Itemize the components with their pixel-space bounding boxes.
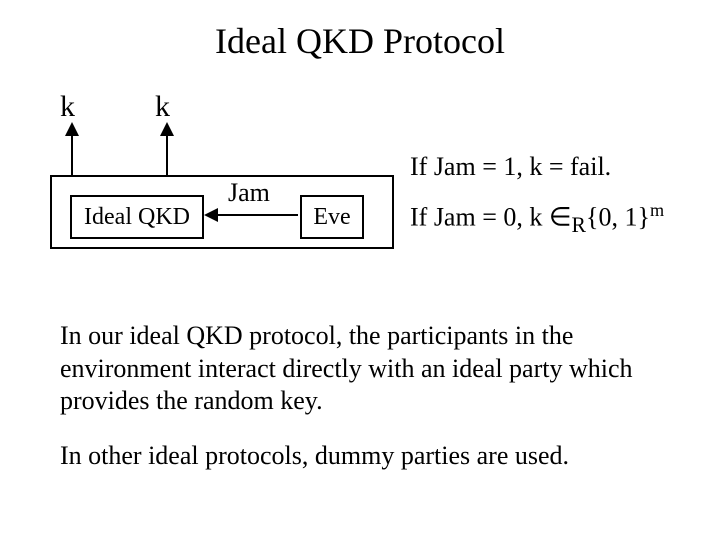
cond2-set: {0, 1} bbox=[586, 203, 650, 232]
ideal-qkd-box: Ideal QKD bbox=[70, 195, 204, 239]
paragraph-2: In other ideal protocols, dummy parties … bbox=[60, 440, 680, 473]
eve-box: Eve bbox=[300, 195, 364, 239]
k-label-2: k bbox=[155, 90, 170, 124]
jam-label: Jam bbox=[228, 178, 270, 208]
ideal-qkd-label: Ideal QKD bbox=[84, 204, 190, 231]
arrow-up-2-line bbox=[166, 134, 168, 175]
cond2-prefix: If Jam = 0, k ∈ bbox=[410, 203, 572, 232]
cond2-sup: m bbox=[650, 200, 664, 220]
slide-title: Ideal QKD Protocol bbox=[0, 20, 720, 62]
condition-jam-1: If Jam = 1, k = fail. bbox=[410, 152, 611, 182]
eve-label: Eve bbox=[313, 204, 350, 231]
cond2-sub: R bbox=[572, 213, 586, 237]
jam-arrow-line bbox=[216, 214, 298, 216]
condition-jam-0: If Jam = 0, k ∈R{0, 1}m bbox=[410, 200, 664, 238]
jam-arrow-head bbox=[204, 208, 218, 222]
k-label-1: k bbox=[60, 90, 75, 124]
arrow-up-1-line bbox=[71, 134, 73, 175]
paragraph-1: In our ideal QKD protocol, the participa… bbox=[60, 320, 680, 418]
